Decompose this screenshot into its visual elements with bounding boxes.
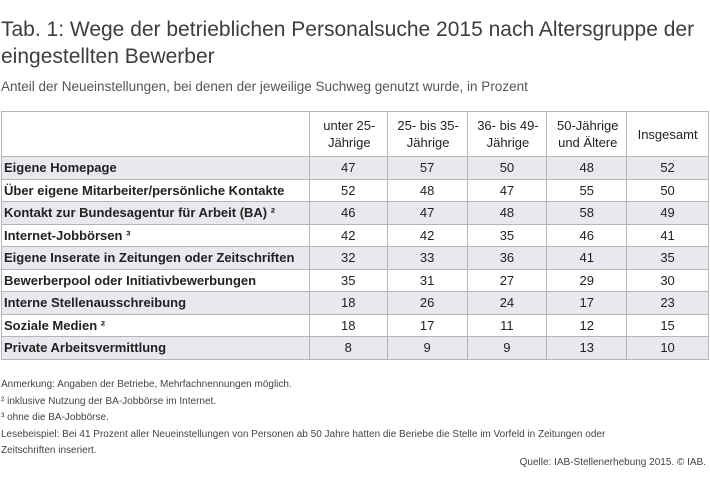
cell-value: 52 <box>308 178 388 202</box>
cell-value: 47 <box>308 156 388 180</box>
figure-title: Tab. 1: Wege der betrieblichen Personals… <box>1 18 695 68</box>
cell-value: 42 <box>386 223 468 247</box>
cell-value: 36 <box>466 246 548 270</box>
header-cell-total: Insgesamt <box>626 111 709 157</box>
cell-value: 48 <box>466 201 548 225</box>
cell-value: 8 <box>308 336 388 360</box>
cell-value: 35 <box>626 246 709 270</box>
table-row: Über eigene Mitarbeiter/persönliche Kont… <box>1 178 709 202</box>
cell-value: 35 <box>466 223 548 247</box>
cell-value: 24 <box>466 291 548 315</box>
cell-value: 49 <box>626 201 709 225</box>
cell-value: 42 <box>308 223 388 247</box>
cell-value: 9 <box>466 336 548 360</box>
cell-value: 17 <box>546 291 628 315</box>
cell-value: 10 <box>626 336 709 360</box>
table-row: Kontakt zur Bundesagentur für Arbeit (BA… <box>1 201 709 225</box>
figure-subtitle: Anteil der Neueinstellungen, bei denen d… <box>1 79 528 94</box>
cell-value: 46 <box>308 201 388 225</box>
table-row: Interne Stellenausschreibung 18 26 24 17… <box>1 291 709 315</box>
note-example-line-2: Zeitschriften inseriert. <box>1 445 97 456</box>
cell-value: 48 <box>386 178 468 202</box>
cell-value: 9 <box>386 336 468 360</box>
cell-value: 41 <box>546 246 628 270</box>
cell-value: 30 <box>626 268 709 292</box>
cell-value: 47 <box>386 201 468 225</box>
note-footnote-2: ² inklusive Nutzung der BA-Jobbörse im I… <box>1 395 217 407</box>
cell-value: 29 <box>546 268 628 292</box>
row-label: Soziale Medien ² <box>1 313 310 337</box>
header-cell-label <box>1 111 310 157</box>
cell-value: 18 <box>308 313 388 337</box>
note-example-line-1: Lesebeispiel: Bei 41 Prozent aller Neuei… <box>1 428 606 440</box>
cell-value: 13 <box>546 336 628 360</box>
cell-value: 35 <box>308 268 388 292</box>
note-footnote-3: ³ ohne die BA-Jobbörse. <box>1 412 109 423</box>
cell-value: 55 <box>546 178 628 202</box>
row-label: Kontakt zur Bundesagentur für Arbeit (BA… <box>1 201 310 225</box>
header-cell-25-35: 25- bis 35-Jährige <box>386 111 468 157</box>
table-row: Bewerberpool oder Initiativbewerbungen 3… <box>1 268 709 292</box>
cell-value: 57 <box>386 156 468 180</box>
table-row: Soziale Medien ² 18 17 11 12 15 <box>1 313 709 337</box>
header-cell-under-25: unter 25-Jährige <box>308 111 388 157</box>
cell-value: 23 <box>626 291 709 315</box>
row-label: Über eigene Mitarbeiter/persönliche Kont… <box>1 178 310 202</box>
cell-value: 48 <box>546 156 628 180</box>
cell-value: 15 <box>626 313 709 337</box>
cell-value: 18 <box>308 291 388 315</box>
cell-value: 52 <box>626 156 709 180</box>
cell-value: 17 <box>386 313 468 337</box>
cell-value: 46 <box>546 223 628 247</box>
cell-value: 32 <box>308 246 388 270</box>
row-label: Bewerberpool oder Initiativbewerbungen <box>1 268 310 292</box>
cell-value: 50 <box>626 178 709 202</box>
table-header-row: unter 25-Jährige 25- bis 35-Jährige 36- … <box>1 111 709 157</box>
row-label: Private Arbeitsvermittlung <box>1 336 310 360</box>
table-row: Eigene Inserate in Zeitungen oder Zeitsc… <box>1 246 709 270</box>
row-label: Eigene Homepage <box>1 156 310 180</box>
footnotes: Anmerkung: Angaben der Betriebe, Mehrfac… <box>1 377 605 460</box>
note-remark: Anmerkung: Angaben der Betriebe, Mehrfac… <box>1 379 292 390</box>
cell-value: 33 <box>386 246 468 270</box>
row-label: Interne Stellenausschreibung <box>1 291 310 315</box>
header-cell-50-plus: 50-Jährige und Ältere <box>546 111 628 157</box>
header-cell-36-49: 36- bis 49-Jährige <box>466 111 548 157</box>
cell-value: 41 <box>626 223 709 247</box>
row-label: Eigene Inserate in Zeitungen oder Zeitsc… <box>1 246 310 270</box>
cell-value: 47 <box>466 178 548 202</box>
cell-value: 31 <box>386 268 468 292</box>
data-table: unter 25-Jährige 25- bis 35-Jährige 36- … <box>1 111 709 360</box>
table-row: Eigene Homepage 47 57 50 48 52 <box>1 156 709 180</box>
table-row: Internet-Jobbörsen ³ 42 42 35 46 41 <box>1 223 709 247</box>
cell-value: 12 <box>546 313 628 337</box>
source-line: Quelle: IAB-Stellenerhebung 2015. © IAB. <box>519 457 706 468</box>
cell-value: 58 <box>546 201 628 225</box>
cell-value: 27 <box>466 268 548 292</box>
table-row: Private Arbeitsvermittlung 8 9 9 13 10 <box>1 336 709 360</box>
cell-value: 26 <box>386 291 468 315</box>
cell-value: 50 <box>466 156 548 180</box>
cell-value: 11 <box>466 313 548 337</box>
row-label: Internet-Jobbörsen ³ <box>1 223 310 247</box>
